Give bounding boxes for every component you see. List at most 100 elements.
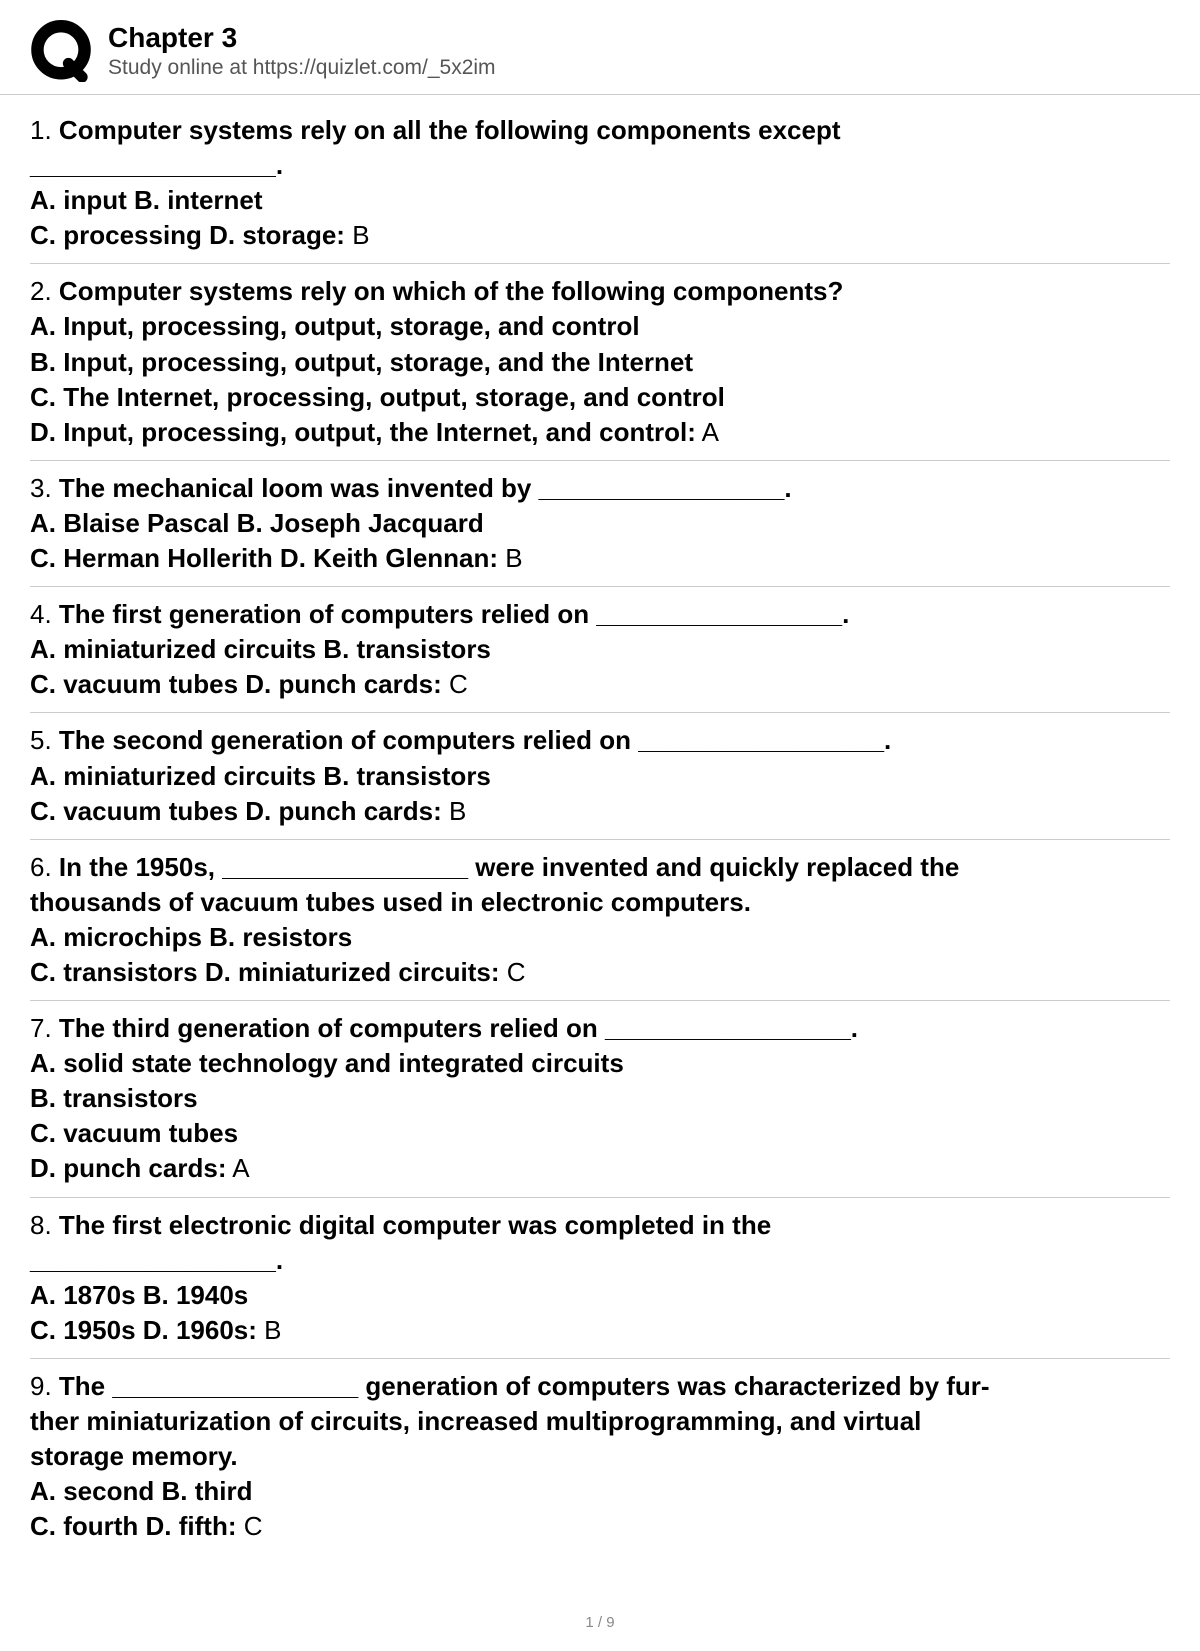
question-option-text: A. 1870s B. 1940s xyxy=(30,1280,248,1310)
question-option-line: A. miniaturized circuits B. transistors xyxy=(30,759,1170,794)
question-prompt-line: 1. Computer systems rely on all the foll… xyxy=(30,113,1170,148)
header-text-block: Chapter 3 Study online at https://quizle… xyxy=(108,22,496,80)
question-answer: C xyxy=(237,1511,263,1541)
question-option-text: A. microchips B. resistors xyxy=(30,922,352,952)
question-number: 4. xyxy=(30,599,59,629)
study-url: Study online at https://quizlet.com/_5x2… xyxy=(108,56,496,80)
question-item: 3. The mechanical loom was invented by _… xyxy=(30,461,1170,587)
question-option-line: A. Input, processing, output, storage, a… xyxy=(30,309,1170,344)
question-option-text: A. second B. third xyxy=(30,1476,252,1506)
chapter-title: Chapter 3 xyxy=(108,22,496,54)
question-prompt-text: The mechanical loom was invented by ____… xyxy=(59,473,792,503)
question-answer: C xyxy=(500,957,526,987)
question-answer: A xyxy=(226,1153,249,1183)
question-option-line: A. solid state technology and integrated… xyxy=(30,1046,1170,1081)
question-answer: C xyxy=(442,669,468,699)
question-option-text: A. Blaise Pascal B. Joseph Jacquard xyxy=(30,508,484,538)
page-header: Chapter 3 Study online at https://quizle… xyxy=(0,0,1200,95)
question-prompt-text: _________________. xyxy=(30,1245,283,1275)
question-number: 8. xyxy=(30,1210,59,1240)
question-option-text: D. punch cards: xyxy=(30,1153,226,1183)
question-option-text: C. transistors D. miniaturized circuits: xyxy=(30,957,500,987)
question-prompt-line: 6. In the 1950s, _________________ were … xyxy=(30,850,1170,885)
question-prompt-text: The second generation of computers relie… xyxy=(59,725,891,755)
question-item: 6. In the 1950s, _________________ were … xyxy=(30,840,1170,1001)
question-option-text: A. solid state technology and integrated… xyxy=(30,1048,624,1078)
question-prompt-line: 4. The first generation of computers rel… xyxy=(30,597,1170,632)
question-number: 6. xyxy=(30,852,59,882)
question-prompt-line: _________________. xyxy=(30,1243,1170,1278)
question-prompt-text: The third generation of computers relied… xyxy=(59,1013,858,1043)
question-item: 5. The second generation of computers re… xyxy=(30,713,1170,839)
question-item: 2. Computer systems rely on which of the… xyxy=(30,264,1170,460)
question-prompt-line: 7. The third generation of computers rel… xyxy=(30,1011,1170,1046)
question-option-text: C. processing D. storage: xyxy=(30,220,345,250)
question-number: 9. xyxy=(30,1371,59,1401)
question-option-text: A. miniaturized circuits B. transistors xyxy=(30,761,491,791)
question-item: 7. The third generation of computers rel… xyxy=(30,1001,1170,1197)
question-number: 7. xyxy=(30,1013,59,1043)
question-prompt-line: 2. Computer systems rely on which of the… xyxy=(30,274,1170,309)
question-prompt-text: The first generation of computers relied… xyxy=(59,599,849,629)
question-prompt-text: The _________________ generation of comp… xyxy=(59,1371,990,1401)
question-item: 8. The first electronic digital computer… xyxy=(30,1198,1170,1359)
quizlet-logo-icon xyxy=(30,20,92,82)
question-option-line: C. vacuum tubes D. punch cards: B xyxy=(30,794,1170,829)
question-item: 9. The _________________ generation of c… xyxy=(30,1359,1170,1554)
question-prompt-text: storage memory. xyxy=(30,1441,238,1471)
question-option-line: A. Blaise Pascal B. Joseph Jacquard xyxy=(30,506,1170,541)
question-number: 2. xyxy=(30,276,59,306)
question-item: 4. The first generation of computers rel… xyxy=(30,587,1170,713)
question-option-line: A. second B. third xyxy=(30,1474,1170,1509)
question-prompt-text: The first electronic digital computer wa… xyxy=(59,1210,771,1240)
question-option-text: D. Input, processing, output, the Intern… xyxy=(30,417,696,447)
question-prompt-line: 8. The first electronic digital computer… xyxy=(30,1208,1170,1243)
question-option-text: C. Herman Hollerith D. Keith Glennan: xyxy=(30,543,498,573)
question-option-line: B. transistors xyxy=(30,1081,1170,1116)
question-prompt-line: _________________. xyxy=(30,148,1170,183)
page-number: 1 / 9 xyxy=(585,1614,614,1631)
question-prompt-line: thousands of vacuum tubes used in electr… xyxy=(30,885,1170,920)
question-prompt-text: ther miniaturization of circuits, increa… xyxy=(30,1406,921,1436)
question-option-line: A. input B. internet xyxy=(30,183,1170,218)
question-option-line: B. Input, processing, output, storage, a… xyxy=(30,345,1170,380)
question-option-line: A. 1870s B. 1940s xyxy=(30,1278,1170,1313)
question-option-line: C. The Internet, processing, output, sto… xyxy=(30,380,1170,415)
page-footer: 1 / 9 xyxy=(0,1594,1200,1651)
question-prompt-text: Computer systems rely on which of the fo… xyxy=(59,276,843,306)
question-prompt-line: ther miniaturization of circuits, increa… xyxy=(30,1404,1170,1439)
question-prompt-line: 9. The _________________ generation of c… xyxy=(30,1369,1170,1404)
question-option-text: A. input B. internet xyxy=(30,185,263,215)
question-option-line: C. 1950s D. 1960s: B xyxy=(30,1313,1170,1348)
question-option-line: C. transistors D. miniaturized circuits:… xyxy=(30,955,1170,990)
question-prompt-line: 5. The second generation of computers re… xyxy=(30,723,1170,758)
question-prompt-text: _________________. xyxy=(30,150,283,180)
question-option-text: C. The Internet, processing, output, sto… xyxy=(30,382,725,412)
question-answer: B xyxy=(345,220,370,250)
question-option-text: A. Input, processing, output, storage, a… xyxy=(30,311,640,341)
question-option-text: C. vacuum tubes D. punch cards: xyxy=(30,796,442,826)
question-number: 3. xyxy=(30,473,59,503)
questions-list: 1. Computer systems rely on all the foll… xyxy=(0,95,1200,1594)
question-option-text: B. Input, processing, output, storage, a… xyxy=(30,347,693,377)
question-option-line: C. vacuum tubes D. punch cards: C xyxy=(30,667,1170,702)
question-prompt-text: thousands of vacuum tubes used in electr… xyxy=(30,887,751,917)
question-answer: A xyxy=(696,417,719,447)
question-number: 1. xyxy=(30,115,59,145)
question-option-line: D. Input, processing, output, the Intern… xyxy=(30,415,1170,450)
question-item: 1. Computer systems rely on all the foll… xyxy=(30,103,1170,264)
question-option-text: B. transistors xyxy=(30,1083,198,1113)
question-option-line: C. Herman Hollerith D. Keith Glennan: B xyxy=(30,541,1170,576)
question-answer: B xyxy=(442,796,467,826)
question-answer: B xyxy=(257,1315,282,1345)
question-option-text: C. fourth D. fifth: xyxy=(30,1511,237,1541)
question-option-text: C. vacuum tubes D. punch cards: xyxy=(30,669,442,699)
question-option-text: A. miniaturized circuits B. transistors xyxy=(30,634,491,664)
question-option-line: A. microchips B. resistors xyxy=(30,920,1170,955)
question-option-line: C. vacuum tubes xyxy=(30,1116,1170,1151)
question-prompt-text: In the 1950s, _________________ were inv… xyxy=(59,852,959,882)
question-option-text: C. 1950s D. 1960s: xyxy=(30,1315,257,1345)
question-option-line: D. punch cards: A xyxy=(30,1151,1170,1186)
question-prompt-line: 3. The mechanical loom was invented by _… xyxy=(30,471,1170,506)
question-answer: B xyxy=(498,543,523,573)
